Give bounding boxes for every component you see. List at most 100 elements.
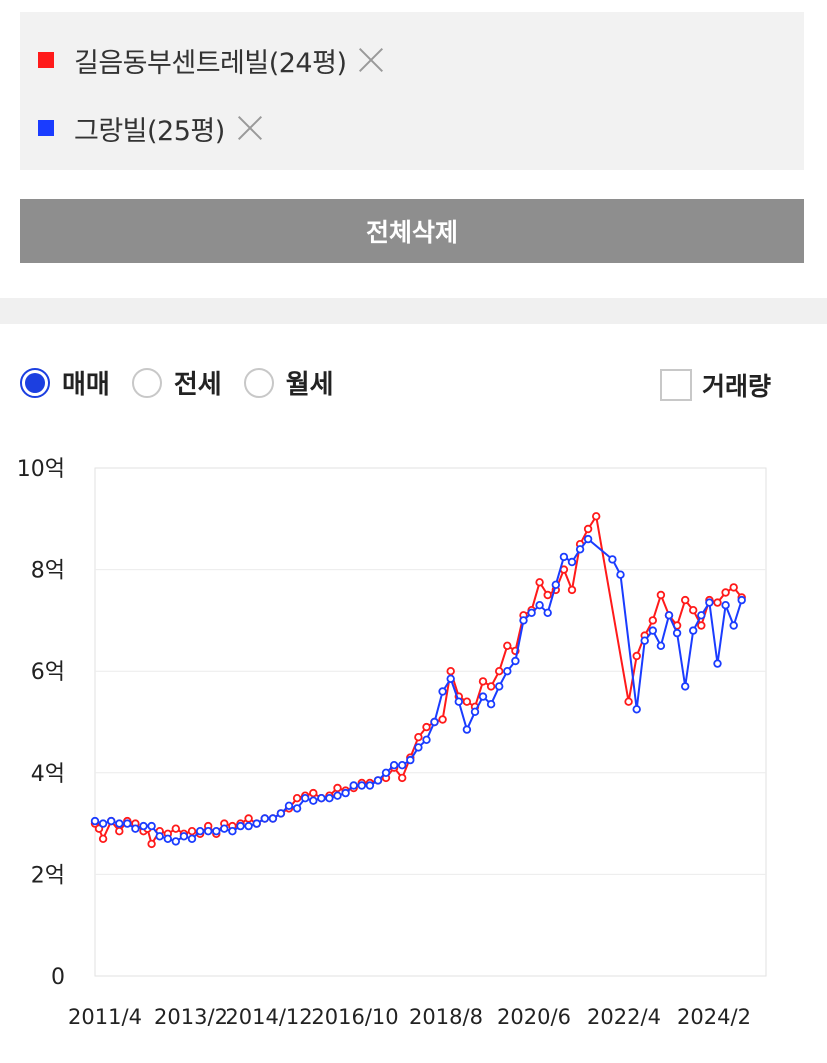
x-tick-label: 2014/12 <box>225 1005 312 1029</box>
data-point <box>559 552 569 562</box>
x-tick-label: 2016/10 <box>311 1005 398 1029</box>
data-point <box>721 600 730 610</box>
data-point <box>648 626 657 635</box>
data-point <box>147 821 156 831</box>
data-point <box>171 837 180 846</box>
radio-unselected-icon[interactable] <box>131 367 162 398</box>
data-point <box>430 717 439 727</box>
data-point <box>632 705 641 714</box>
data-point <box>94 824 104 833</box>
x-tick-label: 2018/8 <box>409 1005 483 1029</box>
compare-item-1: 길음동부센트레빌(24평) <box>38 42 384 79</box>
data-point <box>681 595 690 605</box>
volume-label: 거래량 <box>702 372 772 401</box>
data-point <box>341 788 350 798</box>
radio-sale[interactable]: 매매 <box>20 364 110 401</box>
data-point <box>535 600 544 610</box>
data-point <box>98 819 108 828</box>
data-point <box>333 791 342 800</box>
data-point <box>244 814 253 823</box>
y-tick-label: 8억 <box>31 559 65 584</box>
data-point <box>503 641 512 650</box>
data-point <box>123 819 132 828</box>
data-point <box>398 761 407 770</box>
data-point <box>284 801 294 810</box>
compare-item-2: 그랑빌(25평) <box>38 110 263 147</box>
data-point <box>567 557 577 567</box>
data-point <box>438 715 447 724</box>
data-point <box>139 821 148 831</box>
data-point <box>365 781 375 790</box>
data-point <box>511 656 520 666</box>
radio-monthly-rent[interactable]: 월세 <box>243 364 334 401</box>
data-point <box>171 824 180 833</box>
data-point <box>583 524 593 534</box>
data-point <box>163 834 172 843</box>
data-point <box>705 598 714 607</box>
data-point <box>486 682 496 691</box>
compare-item-name: 그랑빌(25평) <box>74 115 225 147</box>
compare-item-name: 길음동부센트레빌(24평) <box>74 47 347 79</box>
volume-checkbox[interactable] <box>660 369 692 401</box>
radio-label: 매매 <box>62 370 110 400</box>
data-point <box>155 832 164 841</box>
data-point <box>567 585 577 595</box>
data-point <box>503 666 512 676</box>
x-tick-label: 2011/4 <box>68 1005 142 1029</box>
close-icon[interactable] <box>237 115 263 141</box>
y-tick-label: 10억 <box>17 457 65 482</box>
data-point <box>721 588 730 597</box>
data-point <box>664 611 674 620</box>
data-point <box>381 768 391 777</box>
data-point <box>543 590 552 600</box>
close-icon[interactable] <box>358 47 384 73</box>
radio-selected-icon[interactable] <box>20 367 50 398</box>
data-point <box>681 682 690 691</box>
data-point <box>147 839 156 849</box>
data-point <box>115 819 124 828</box>
data-point <box>446 666 455 676</box>
data-point <box>244 821 253 831</box>
data-point <box>608 555 617 564</box>
radio-unselected-icon[interactable] <box>243 367 274 398</box>
data-point <box>220 824 229 833</box>
data-point <box>115 827 124 836</box>
data-point <box>325 794 334 803</box>
data-point <box>414 733 423 742</box>
data-point <box>697 611 706 620</box>
data-point <box>697 621 706 630</box>
data-point <box>203 827 213 836</box>
data-point <box>713 659 722 668</box>
data-point <box>454 697 463 706</box>
data-point <box>462 697 472 706</box>
data-point <box>309 788 318 798</box>
data-point <box>656 641 666 650</box>
data-point <box>632 651 641 661</box>
data-point <box>462 725 472 734</box>
data-point <box>179 832 189 841</box>
trade-type-radio-group: 매매 전세 월세 <box>20 364 356 401</box>
data-point <box>187 827 197 836</box>
data-point <box>495 682 504 691</box>
data-point <box>357 781 366 790</box>
y-tick-label: 4억 <box>31 762 65 787</box>
series-color-swatch <box>38 120 54 136</box>
data-point <box>438 687 447 696</box>
data-point <box>252 819 261 828</box>
data-point <box>187 834 197 843</box>
volume-toggle[interactable]: 거래량 <box>660 367 771 403</box>
data-point <box>292 794 302 803</box>
data-point <box>729 583 738 592</box>
data-point <box>592 512 601 521</box>
radio-jeonse[interactable]: 전세 <box>131 364 222 401</box>
data-point <box>333 783 342 793</box>
data-point <box>713 598 722 607</box>
data-point <box>672 628 682 638</box>
delete-all-button[interactable]: 전체삭제 <box>20 199 804 263</box>
x-tick-label: 2020/6 <box>497 1005 571 1029</box>
x-tick-label: 2022/4 <box>587 1005 661 1029</box>
y-tick-label: 2억 <box>31 863 65 888</box>
data-point <box>616 570 625 579</box>
data-point <box>519 616 528 625</box>
